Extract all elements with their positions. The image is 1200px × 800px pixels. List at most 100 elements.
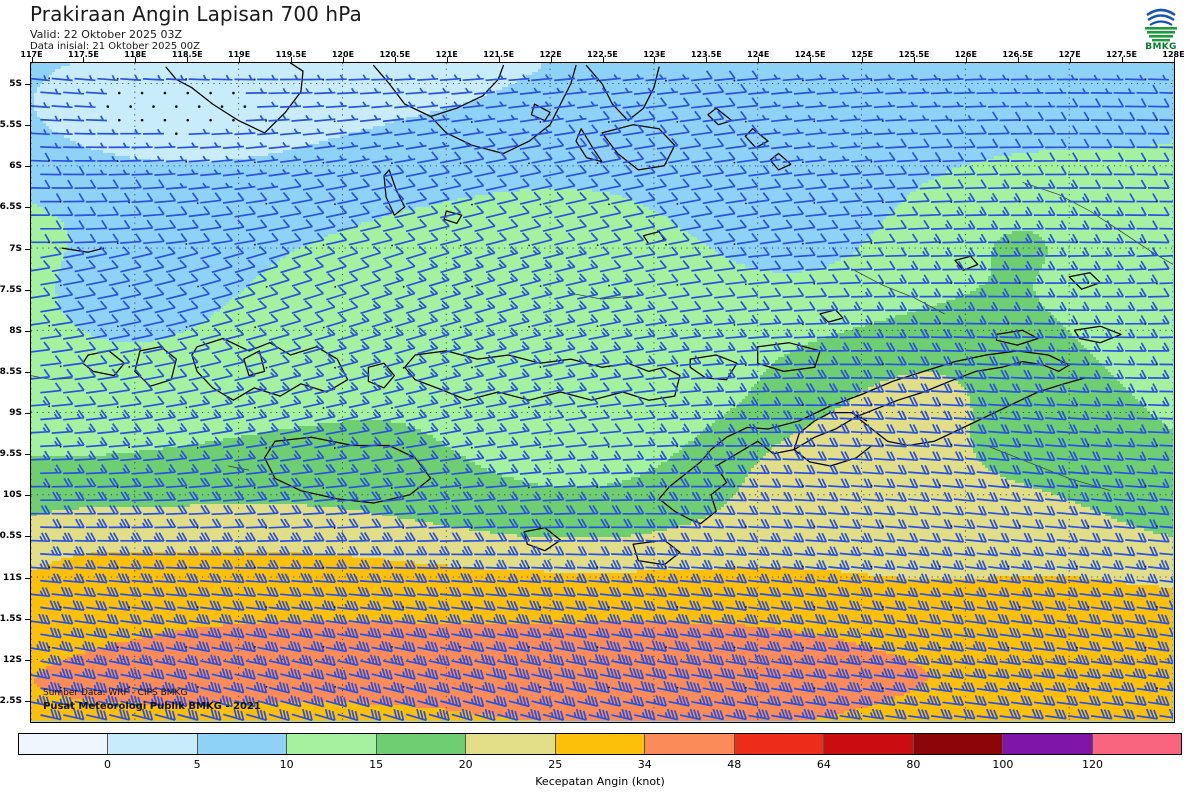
wind-barb: [131, 600, 154, 611]
wind-barb: [542, 246, 565, 260]
wind-barb: [188, 155, 210, 163]
wind-barb: [382, 654, 405, 667]
wind-barb: [85, 572, 108, 584]
wind-barb: [394, 368, 416, 382]
wind-barb: [51, 75, 73, 82]
y-tick-mark: [25, 454, 30, 456]
wind-barb: [759, 205, 782, 218]
wind-barb: [771, 328, 793, 339]
wind-barb: [1022, 274, 1045, 284]
wind-barb: [1102, 260, 1125, 271]
grid-dot: [813, 444, 816, 447]
wind-barb: [40, 436, 62, 448]
wind-barb: [131, 572, 154, 584]
wind-barb: [851, 287, 873, 298]
wind-barb: [108, 708, 131, 721]
wind-barb: [793, 219, 816, 231]
wind-barb: [611, 137, 633, 150]
map-canvas: [31, 63, 1173, 721]
wind-barb: [177, 708, 199, 721]
wind-barb: [51, 206, 74, 217]
wind-barb: [679, 518, 702, 529]
wind-barb: [382, 191, 405, 205]
wind-barb: [371, 586, 394, 597]
wind-barb: [428, 491, 451, 502]
wind-barb: [885, 87, 907, 95]
wind-barb: [154, 654, 177, 666]
grid-dot: [665, 162, 667, 164]
wind-barb: [953, 87, 975, 95]
wind-barb: [577, 286, 599, 300]
wind-barb: [805, 532, 828, 543]
wind-barb: [828, 178, 850, 190]
wind-barb: [291, 627, 314, 639]
wind-barb: [679, 246, 702, 259]
wind-barb: [1010, 125, 1033, 135]
grid-dot: [664, 566, 667, 568]
wind-barb: [405, 518, 428, 529]
grid-dot: [665, 79, 667, 82]
grid-dot: [870, 484, 873, 487]
wind-barb: [565, 87, 587, 96]
wind-barb: [268, 681, 291, 694]
wind-barb: [31, 206, 51, 217]
wind-barb: [965, 559, 987, 571]
wind-barb: [245, 114, 267, 122]
grid-dot: [676, 686, 679, 689]
wind-barb: [1010, 369, 1033, 380]
wind-barb: [759, 232, 782, 245]
wind-barb: [268, 114, 290, 122]
wind-barb: [896, 287, 919, 298]
wind-barb: [839, 491, 862, 502]
wind-barb: [691, 70, 713, 82]
grid-dot: [539, 203, 542, 206]
y-tick-label: 8.5S: [0, 366, 22, 377]
wind-barb: [691, 259, 713, 272]
wind-barb: [497, 218, 519, 233]
wind-barb: [268, 141, 290, 150]
wind-barb: [131, 627, 154, 639]
coastline-path: [689, 354, 738, 381]
wind-barb: [188, 559, 211, 570]
wind-barb: [656, 300, 679, 313]
wind-barb: [291, 141, 313, 150]
wind-barb: [873, 640, 896, 652]
wind-barb: [862, 274, 885, 285]
wind-barb: [988, 315, 1010, 325]
wind-barb: [439, 151, 462, 164]
grid-dot: [391, 326, 394, 329]
wind-barb: [1147, 125, 1170, 135]
wind-barb: [177, 219, 199, 231]
wind-barb: [965, 586, 987, 598]
wind-barb: [1010, 667, 1033, 679]
wind-barb: [405, 572, 428, 584]
wind-barb: [85, 327, 108, 341]
wind-barb: [1067, 654, 1090, 666]
wind-barb: [622, 314, 645, 327]
wind-barb: [1136, 383, 1159, 393]
boundary-path: [1022, 181, 1173, 265]
wind-barb: [805, 74, 827, 82]
wind-barb: [245, 245, 267, 260]
grid-dot: [802, 485, 804, 487]
x-tick-label: 126.5E: [1002, 50, 1034, 59]
wind-barb: [314, 114, 336, 122]
wind-barb: [885, 138, 908, 149]
wind-barb: [588, 627, 610, 639]
wind-barb: [405, 218, 428, 233]
wind-barb: [622, 667, 645, 680]
wind-barb: [200, 600, 222, 611]
wind-barb: [622, 341, 645, 354]
wind-barb: [1079, 287, 1102, 298]
wind-barb: [1136, 138, 1159, 149]
wind-barb: [371, 695, 393, 708]
initial-data-label: Data inisial: 21 Oktober 2025 00Z: [30, 41, 200, 52]
wind-barb: [337, 681, 359, 694]
wind-barb: [154, 518, 177, 529]
coastline-path: [523, 527, 562, 552]
wind-barb: [382, 409, 405, 422]
wind-barb: [51, 341, 74, 354]
wind-barb: [451, 436, 473, 449]
wind-barb: [565, 191, 587, 205]
wind-barb: [622, 124, 645, 137]
